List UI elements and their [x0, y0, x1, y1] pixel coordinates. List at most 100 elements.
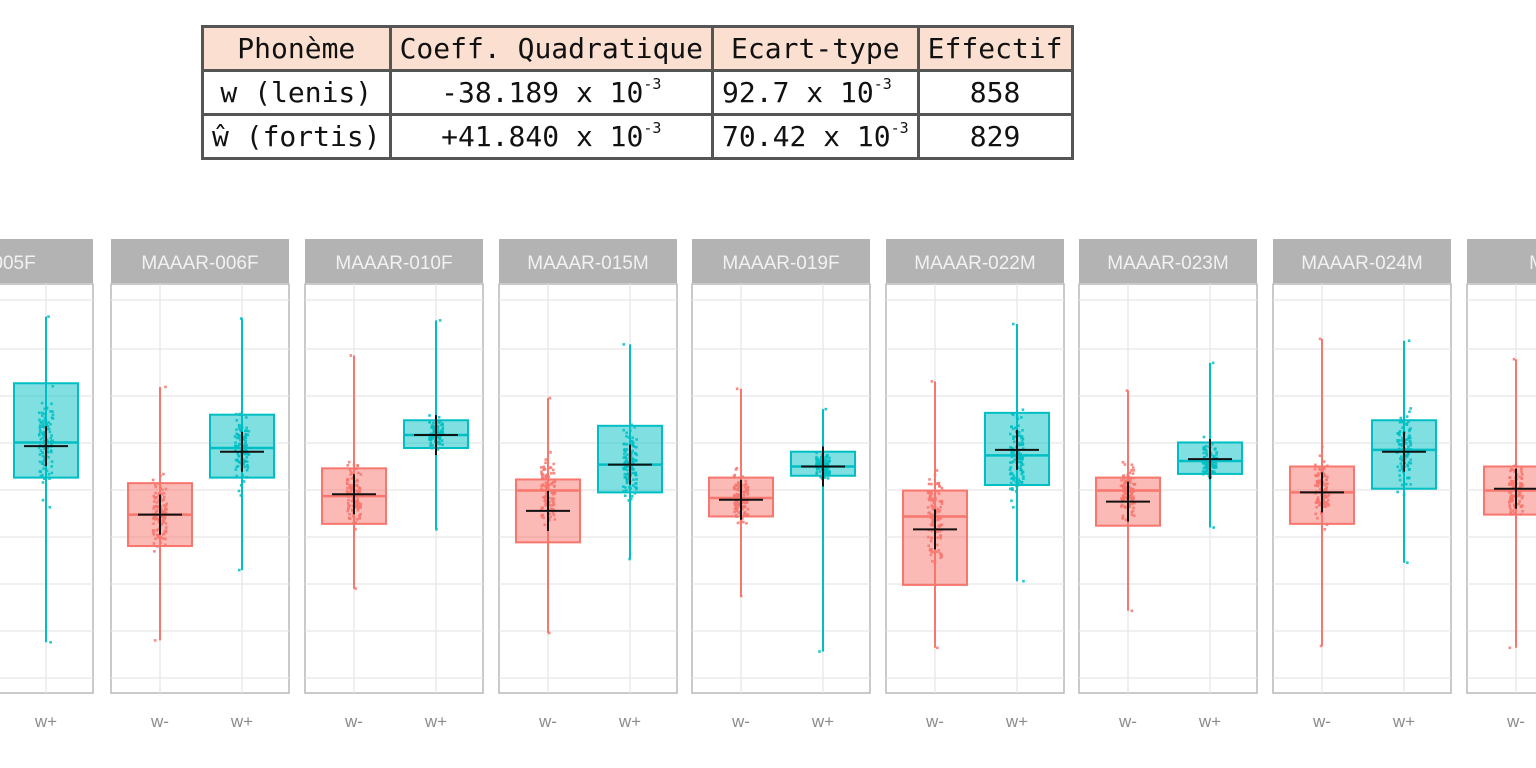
header-sd: Ecart-type	[711, 25, 920, 72]
x-tick-label: w-	[1312, 712, 1331, 731]
facet-strip	[1273, 239, 1451, 283]
coeff-exponent: -3	[643, 119, 662, 137]
facet-label: MAAAR-015M	[527, 253, 648, 274]
facet-label: MAAA	[1529, 253, 1536, 274]
data-point	[819, 475, 823, 479]
table-row: ŵ (fortis) +41.840 x 10-3 70.42 x 10-3 8…	[201, 113, 1074, 160]
data-point	[541, 477, 545, 480]
x-tick-label: w-	[731, 712, 750, 731]
facet-label: MAAAR-010F	[335, 253, 452, 274]
data-point	[356, 464, 359, 468]
data-point	[1123, 463, 1127, 466]
data-point	[1130, 609, 1134, 613]
data-point	[1318, 337, 1322, 341]
header-n: Effectif	[916, 25, 1074, 72]
data-point	[1128, 471, 1132, 475]
data-point	[1319, 644, 1323, 648]
facet-label: MAAAR-022M	[914, 253, 1035, 274]
data-point	[630, 494, 634, 498]
data-point	[623, 494, 627, 498]
data-point	[545, 473, 549, 477]
data-point	[438, 319, 442, 322]
data-point	[349, 354, 353, 357]
data-point	[742, 520, 745, 524]
x-tick-label: w+	[618, 712, 641, 731]
data-point	[1212, 526, 1215, 529]
data-point	[151, 478, 155, 482]
data-point	[436, 448, 440, 451]
data-point	[935, 469, 939, 472]
data-point	[1409, 407, 1413, 410]
header-phoneme: Phonème	[201, 25, 392, 72]
coeff-mantissa: -38.189 x 10	[441, 76, 644, 109]
data-point	[1008, 487, 1012, 491]
data-point	[1406, 561, 1409, 564]
coeff-exponent: -3	[643, 75, 662, 93]
data-point	[1508, 646, 1512, 650]
data-point	[540, 475, 544, 479]
facet-label: R-005F	[0, 253, 36, 274]
facet-panel	[885, 283, 1065, 694]
x-tick-label: w+	[1005, 712, 1028, 731]
data-point	[41, 481, 45, 484]
data-point	[818, 650, 821, 653]
sd-mantissa: 92.7 x 10	[722, 76, 874, 109]
data-point	[1399, 416, 1403, 420]
data-point	[734, 468, 738, 471]
data-point	[543, 468, 547, 471]
data-point	[153, 639, 157, 642]
cell-n: 829	[916, 113, 1074, 160]
x-tick-label: w+	[1198, 712, 1221, 731]
table-header-row: Phonème Coeff. Quadratique Ecart-type Ef…	[201, 25, 1074, 72]
data-point	[1405, 415, 1409, 418]
facet-label: MAAAR-024M	[1301, 253, 1422, 274]
data-point	[928, 478, 931, 481]
data-point	[437, 415, 441, 419]
x-tick-label: w-	[344, 712, 363, 731]
data-point	[622, 343, 626, 346]
facet-strip	[886, 239, 1064, 283]
data-point	[735, 466, 739, 470]
data-point	[1314, 463, 1317, 467]
data-point	[551, 468, 555, 472]
data-point	[548, 396, 552, 400]
data-point	[826, 477, 830, 480]
data-point	[237, 489, 241, 493]
data-point	[1130, 469, 1133, 472]
data-point	[1131, 472, 1135, 475]
facet-strip	[305, 239, 483, 283]
data-point	[544, 461, 547, 465]
data-point	[237, 568, 241, 572]
data-point	[1022, 579, 1025, 583]
data-point	[542, 468, 545, 471]
data-point	[930, 380, 934, 383]
sd-exponent: -3	[873, 75, 892, 93]
data-point	[1512, 357, 1516, 361]
data-point	[1396, 490, 1399, 494]
x-tick-label: w+	[1392, 712, 1415, 731]
data-point	[1323, 528, 1327, 531]
cell-sd: 70.42 x 10-3	[711, 113, 920, 160]
data-point	[552, 471, 556, 475]
data-point	[1011, 322, 1015, 326]
data-point	[354, 527, 357, 531]
x-tick-label: w-	[1118, 712, 1137, 731]
facet-strip	[1079, 239, 1257, 283]
data-point	[735, 387, 739, 391]
header-coeff: Coeff. Quadratique	[388, 25, 715, 72]
data-point	[49, 640, 52, 644]
data-point	[162, 472, 165, 476]
data-point	[1318, 454, 1322, 458]
data-point	[824, 407, 828, 411]
x-tick-label: w+	[424, 712, 447, 731]
data-point	[940, 486, 944, 490]
data-point	[1132, 469, 1136, 472]
table-row: w (lenis) -38.189 x 10-3 92.7 x 10-3 858	[201, 69, 1074, 116]
data-point	[1125, 389, 1129, 392]
data-point	[1130, 463, 1134, 467]
data-point	[630, 423, 633, 427]
data-point	[937, 482, 940, 485]
cell-n: 858	[916, 69, 1074, 116]
data-point	[547, 631, 551, 635]
